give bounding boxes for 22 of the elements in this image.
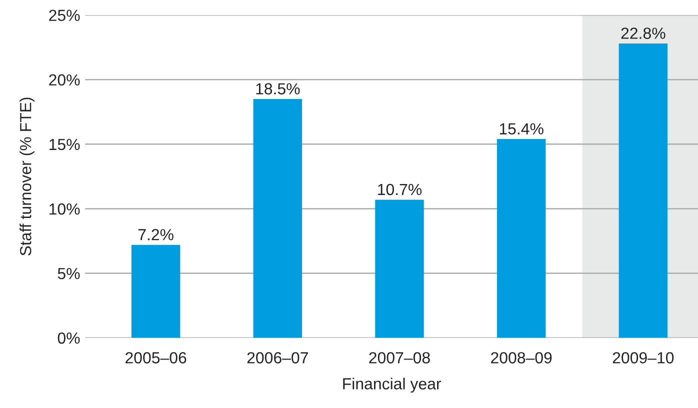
bar xyxy=(496,139,546,338)
data-label: 22.8% xyxy=(621,28,666,39)
x-axis-title: Financial year xyxy=(343,378,442,393)
data-label: 7.2% xyxy=(138,229,174,240)
data-label: 15.4% xyxy=(500,123,544,134)
x-tick-label: 2008–09 xyxy=(491,352,552,364)
y-tick-label: 25% xyxy=(49,10,80,22)
y-tick-label: 15% xyxy=(50,138,80,150)
y-tick-label: 0% xyxy=(58,332,80,344)
y-tick-label: 10% xyxy=(50,203,80,215)
data-label: 10.7% xyxy=(378,184,422,196)
data-label: 18.5% xyxy=(256,83,300,94)
x-tick-label: 2009–10 xyxy=(612,352,674,364)
x-tick-label: 2006–07 xyxy=(247,352,308,364)
bar xyxy=(131,244,180,338)
y-axis-title: Staff turnover (% FTE) xyxy=(20,98,34,256)
x-tick-label: 2005–06 xyxy=(126,352,186,364)
y-tick-label: 5% xyxy=(58,268,80,280)
bar xyxy=(253,99,302,338)
y-tick-label: 20% xyxy=(49,74,80,86)
bar xyxy=(375,200,424,338)
x-tick-label: 2007–08 xyxy=(369,352,430,364)
